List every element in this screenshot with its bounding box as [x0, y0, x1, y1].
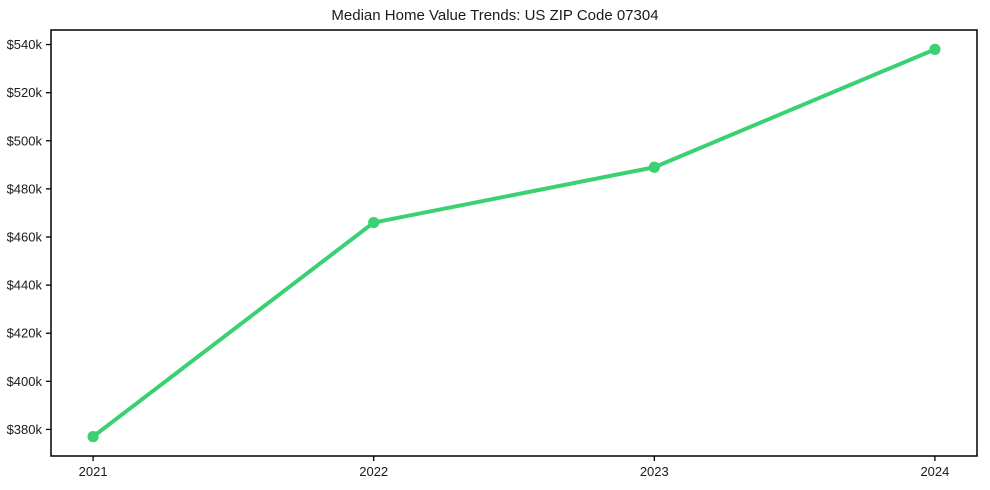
x-tick-label: 2021: [79, 464, 108, 479]
plot-border: [50, 29, 978, 457]
y-tick-label: $460k: [7, 229, 43, 244]
y-tick-label: $420k: [7, 326, 43, 341]
y-tick-label: $380k: [7, 422, 43, 437]
y-tick-label: $480k: [7, 181, 43, 196]
data-point: [368, 216, 380, 229]
x-tick-label: 2022: [359, 464, 388, 479]
y-tick-label: $440k: [7, 278, 43, 293]
y-tick-label: $540k: [7, 37, 43, 52]
data-point: [648, 161, 660, 173]
chart-title: Median Home Value Trends: US ZIP Code 07…: [331, 7, 659, 24]
x-tick-label: 2023: [640, 464, 669, 479]
y-tick-label: $520k: [7, 85, 43, 100]
y-tick-label: $500k: [7, 133, 43, 148]
y-tick-label: $400k: [7, 374, 43, 389]
data-line: [91, 47, 937, 439]
data-point: [929, 43, 941, 55]
x-tick-label: 2024: [920, 464, 949, 479]
data-point: [87, 431, 99, 443]
